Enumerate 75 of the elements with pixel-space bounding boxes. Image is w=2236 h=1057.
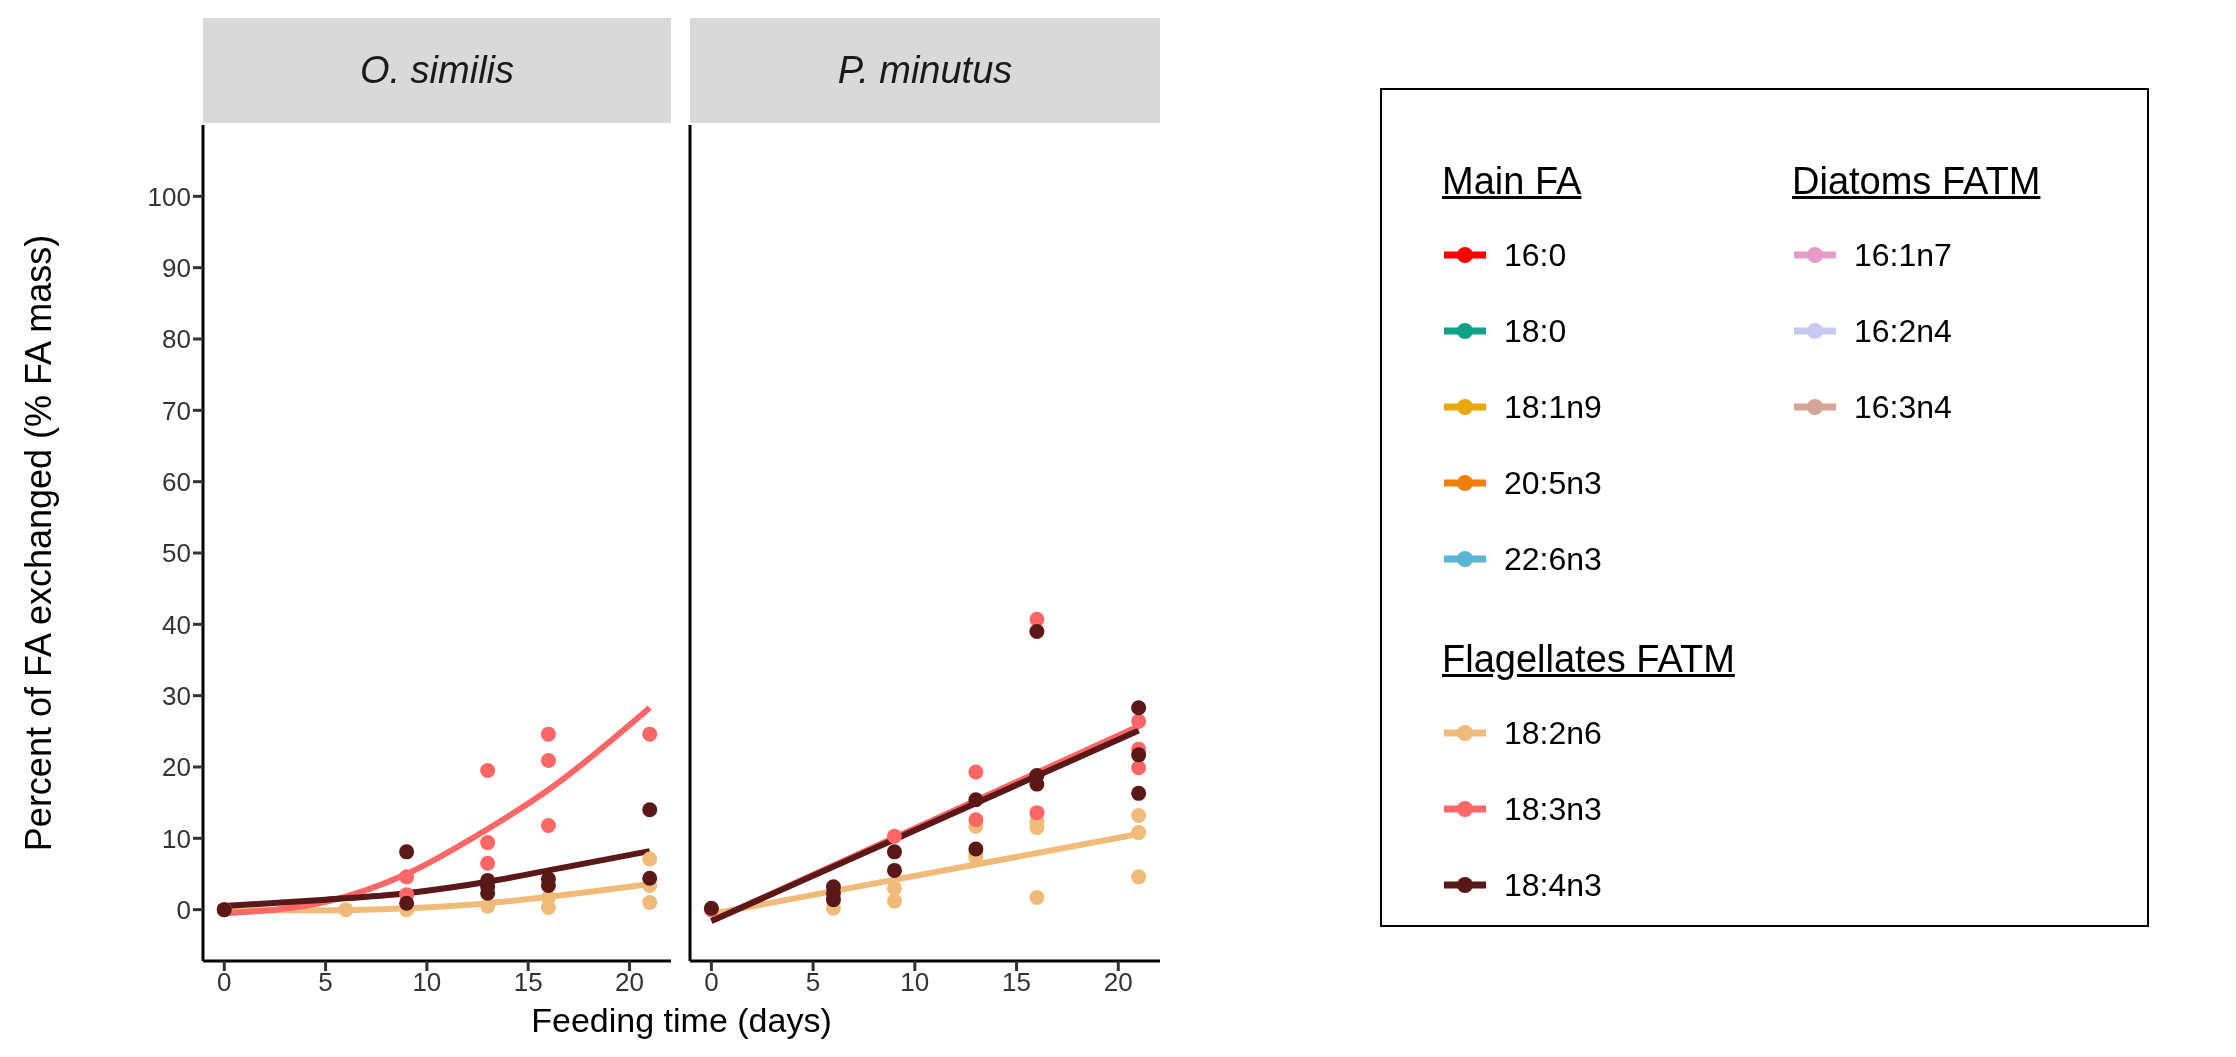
x-tick-label: 15 — [513, 967, 543, 998]
point — [642, 895, 658, 911]
point — [399, 869, 415, 885]
point — [642, 870, 658, 886]
point — [642, 851, 658, 867]
point — [886, 880, 902, 896]
y-axis-title: Percent of FA exchanged (% FA mass) — [17, 234, 59, 852]
point — [642, 726, 658, 742]
point — [886, 862, 902, 878]
point — [1131, 785, 1147, 801]
y-tick-label: 20 — [162, 752, 191, 783]
point — [968, 812, 984, 828]
point — [399, 844, 415, 860]
y-tick-label: 30 — [162, 680, 191, 711]
point — [886, 893, 902, 909]
legend-title: Main FA — [1442, 160, 1583, 203]
point — [1131, 700, 1147, 716]
legend-label: 18:2n6 — [1503, 713, 1603, 753]
legend-label: 22:6n3 — [1503, 539, 1602, 579]
legend-label: 18:4n3 — [1503, 865, 1603, 905]
legend-label: 18:3n3 — [1503, 789, 1603, 829]
x-axis-title: Feeding time (days) — [530, 1000, 833, 1040]
point — [399, 895, 415, 911]
point — [480, 763, 496, 779]
point — [968, 764, 984, 780]
x-tick-label: 5 — [805, 967, 821, 998]
point — [886, 844, 902, 860]
point — [540, 753, 556, 769]
point — [1131, 747, 1147, 763]
point — [338, 902, 354, 918]
y-tick-label: 70 — [162, 395, 191, 426]
x-tick-label: 20 — [1103, 967, 1133, 998]
x-tick-label: 0 — [704, 967, 719, 998]
point — [1131, 760, 1147, 776]
x-tick-label: 10 — [900, 967, 930, 998]
text: Flagellates FATM — [1442, 638, 1735, 681]
y-tick-label: 50 — [162, 538, 191, 569]
point — [1131, 869, 1147, 885]
x-tick-label: 10 — [412, 967, 442, 998]
point — [480, 835, 496, 851]
chart-title: P. minutus — [690, 18, 1160, 123]
point — [1131, 807, 1147, 823]
point — [1029, 623, 1045, 639]
legend-label: 16:0 — [1503, 235, 1568, 275]
x-tick-label: 5 — [318, 967, 333, 998]
text: Diatoms FATM — [1792, 160, 2041, 203]
point — [1131, 713, 1147, 729]
y-tick-label: 100 — [147, 181, 191, 212]
legend-label: 18:1n9 — [1503, 387, 1602, 427]
point — [968, 792, 984, 808]
x-tick-label: 0 — [217, 967, 232, 998]
legend-label: 16:1n7 — [1853, 235, 1953, 275]
point — [540, 817, 556, 833]
point — [886, 828, 902, 844]
y-tick-label: 40 — [162, 609, 191, 640]
y-tick-label: 90 — [162, 252, 191, 283]
point — [1131, 825, 1147, 841]
y-tick-label: 10 — [162, 823, 191, 854]
point — [540, 726, 556, 742]
point — [1029, 805, 1045, 821]
legend-label: 16:3n4 — [1853, 387, 1953, 427]
point — [968, 841, 984, 857]
point — [642, 802, 658, 818]
chart-title: O. similis — [203, 18, 671, 123]
legend-label: 16:2n4 — [1853, 311, 1953, 351]
point — [480, 898, 496, 914]
y-tick-label: 80 — [162, 324, 191, 355]
point — [480, 855, 496, 871]
x-tick-label: 15 — [1002, 967, 1032, 998]
x-tick-label: 20 — [615, 967, 644, 998]
legend-label: 20:5n3 — [1503, 463, 1602, 503]
y-tick-label: 60 — [162, 466, 191, 497]
point — [1029, 890, 1045, 906]
y-tick-label: 0 — [176, 894, 191, 925]
legend-label: 18:0 — [1503, 311, 1568, 351]
